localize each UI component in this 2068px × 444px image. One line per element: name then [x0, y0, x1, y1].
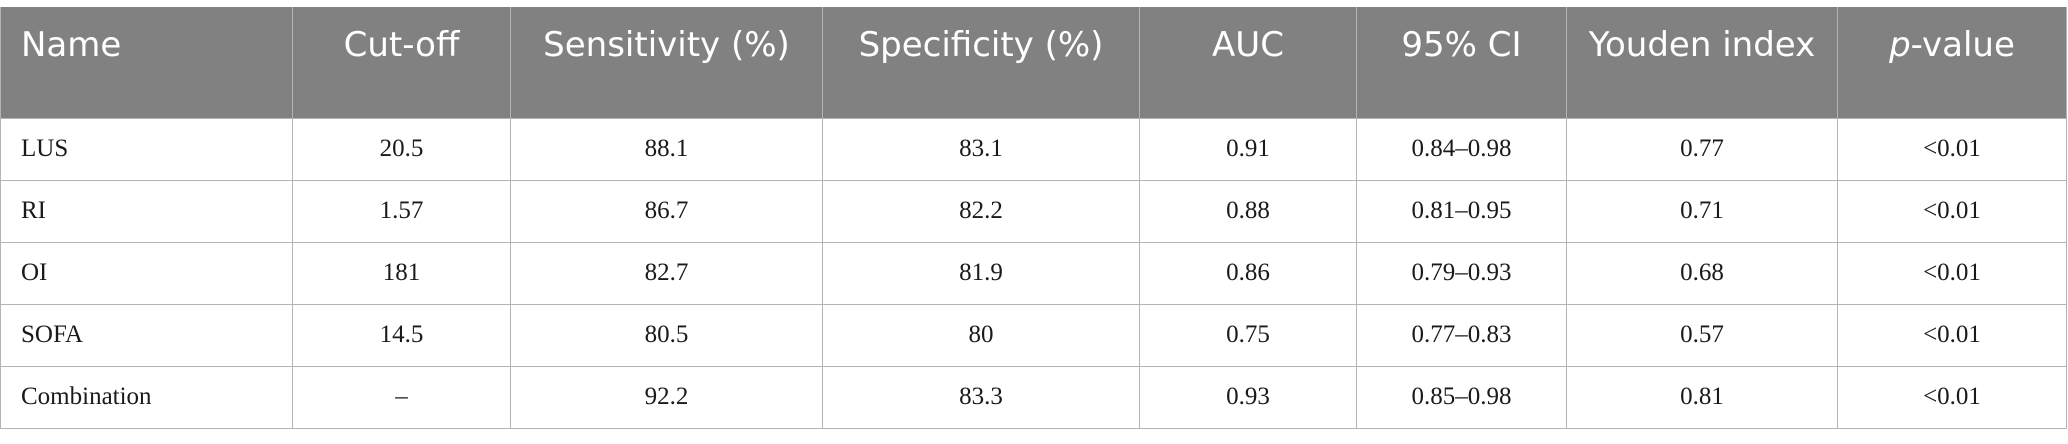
- cell-p-value: <0.01: [1837, 365, 2067, 429]
- cell-auc: 0.93: [1139, 365, 1357, 429]
- cell-auc: 0.88: [1139, 179, 1357, 243]
- header-youden: Youden index: [1566, 7, 1838, 118]
- header-specificity: Specificity (%): [822, 7, 1140, 118]
- header-ci: 95% CI: [1356, 7, 1567, 118]
- cell-specificity: 82.2: [822, 179, 1140, 243]
- cell-ci: 0.84–0.98: [1356, 117, 1567, 181]
- cell-p-value: <0.01: [1837, 303, 2067, 367]
- cell-auc: 0.86: [1139, 241, 1357, 305]
- header-auc: AUC: [1139, 7, 1357, 118]
- cell-specificity: 80: [822, 303, 1140, 367]
- header-name: Name: [0, 7, 293, 118]
- table-header: Name Cut-off Sensitivity (%) Specificity…: [0, 7, 2067, 118]
- cell-youden: 0.57: [1566, 303, 1838, 367]
- header-p-rest: -value: [1910, 25, 2015, 65]
- cell-auc: 0.75: [1139, 303, 1357, 367]
- cell-p-value: <0.01: [1837, 241, 2067, 305]
- cell-specificity: 83.1: [822, 117, 1140, 181]
- cell-cutoff: 14.5: [292, 303, 511, 367]
- cell-youden: 0.81: [1566, 365, 1838, 429]
- cell-name: OI: [0, 241, 293, 305]
- cell-youden: 0.68: [1566, 241, 1838, 305]
- table-row: SOFA 14.5 80.5 80 0.75 0.77–0.83 0.57 <0…: [0, 303, 2067, 367]
- cell-ci: 0.79–0.93: [1356, 241, 1567, 305]
- table-body: LUS 20.5 88.1 83.1 0.91 0.84–0.98 0.77 <…: [0, 117, 2067, 429]
- cell-sensitivity: 88.1: [510, 117, 823, 181]
- cell-youden: 0.77: [1566, 117, 1838, 181]
- header-row: Name Cut-off Sensitivity (%) Specificity…: [0, 7, 2067, 118]
- cell-p-value: <0.01: [1837, 179, 2067, 243]
- cell-sensitivity: 86.7: [510, 179, 823, 243]
- cell-ci: 0.81–0.95: [1356, 179, 1567, 243]
- header-p-value: p-value: [1837, 7, 2067, 118]
- cell-cutoff: 181: [292, 241, 511, 305]
- cell-ci: 0.85–0.98: [1356, 365, 1567, 429]
- table-row: Combination – 92.2 83.3 0.93 0.85–0.98 0…: [0, 365, 2067, 429]
- cell-sensitivity: 80.5: [510, 303, 823, 367]
- table-row: OI 181 82.7 81.9 0.86 0.79–0.93 0.68 <0.…: [0, 241, 2067, 305]
- cell-sensitivity: 92.2: [510, 365, 823, 429]
- cell-youden: 0.71: [1566, 179, 1838, 243]
- cell-name: LUS: [0, 117, 293, 181]
- cell-auc: 0.91: [1139, 117, 1357, 181]
- header-sensitivity: Sensitivity (%): [510, 7, 823, 118]
- cell-cutoff: 1.57: [292, 179, 511, 243]
- table-row: RI 1.57 86.7 82.2 0.88 0.81–0.95 0.71 <0…: [0, 179, 2067, 243]
- cell-specificity: 83.3: [822, 365, 1140, 429]
- table-row: LUS 20.5 88.1 83.1 0.91 0.84–0.98 0.77 <…: [0, 117, 2067, 181]
- cell-name: RI: [0, 179, 293, 243]
- cell-ci: 0.77–0.83: [1356, 303, 1567, 367]
- cell-specificity: 81.9: [822, 241, 1140, 305]
- cell-p-value: <0.01: [1837, 117, 2067, 181]
- cell-cutoff: 20.5: [292, 117, 511, 181]
- cell-name: Combination: [0, 365, 293, 429]
- cell-name: SOFA: [0, 303, 293, 367]
- results-table: Name Cut-off Sensitivity (%) Specificity…: [0, 7, 2067, 429]
- cell-sensitivity: 82.7: [510, 241, 823, 305]
- cell-cutoff: –: [292, 365, 511, 429]
- header-cutoff: Cut-off: [292, 7, 511, 118]
- header-p-italic: p: [1889, 25, 1911, 65]
